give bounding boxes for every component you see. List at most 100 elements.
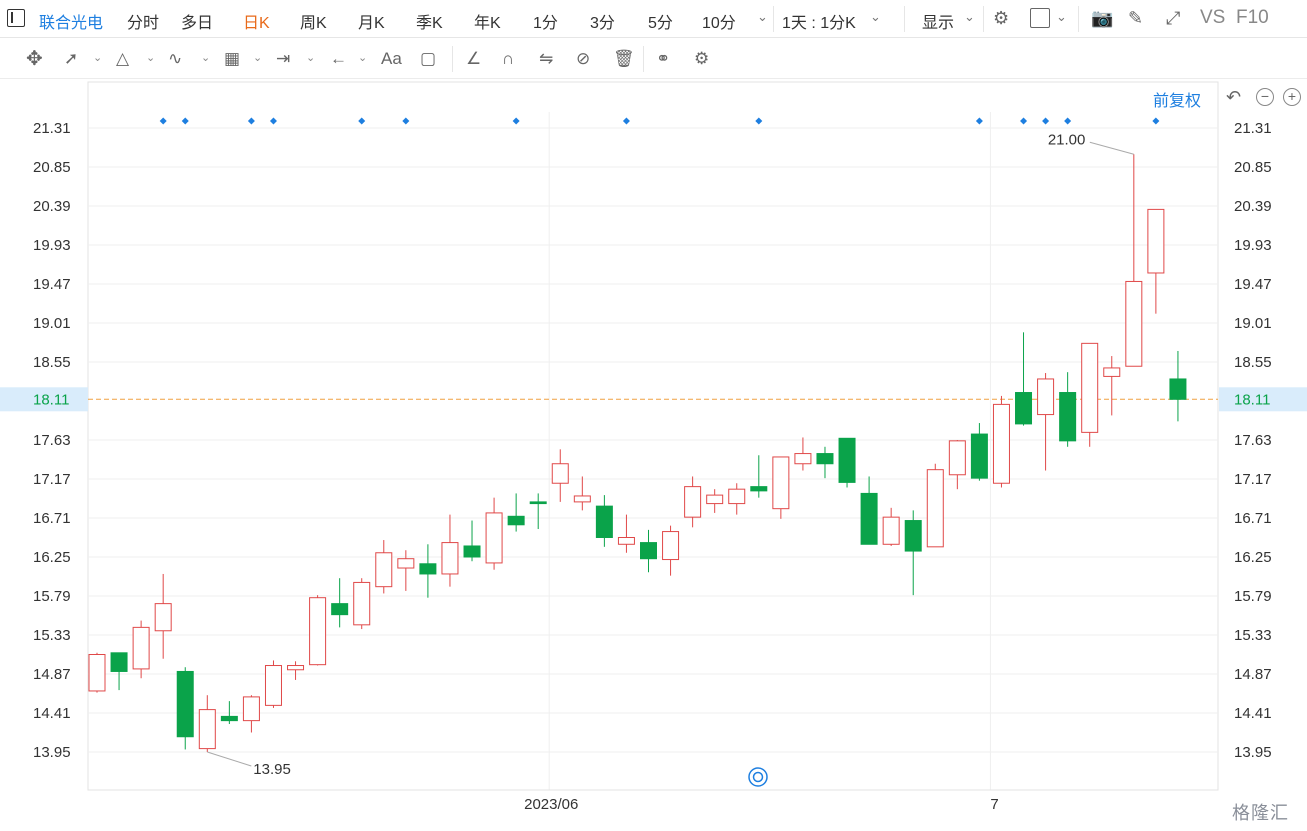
event-marker xyxy=(1020,117,1028,125)
candle-body-down xyxy=(463,545,481,558)
stock-name[interactable]: 联合光电 xyxy=(39,15,104,32)
text-annotation-icon[interactable]: Aa xyxy=(381,49,402,68)
y-tick-label-left: 15.79 xyxy=(33,588,71,605)
display-menu[interactable]: 显示 xyxy=(922,15,955,32)
line-chevron-icon[interactable]: ⌄ xyxy=(93,52,103,64)
undo-icon[interactable]: ↶ xyxy=(1226,87,1242,107)
quick-search-icon xyxy=(748,767,768,787)
settings-gear-icon[interactable]: ⚙ xyxy=(993,8,1010,28)
divider xyxy=(983,6,984,32)
y-tick-label-right: 21.31 xyxy=(1234,120,1272,137)
period-intraday[interactable]: 分时 xyxy=(127,15,160,32)
candlestick-chart[interactable]: 21.31 21.31 20.85 20.85 20.39 20.39 19.93 19.93… xyxy=(0,80,1307,831)
event-marker xyxy=(358,117,366,125)
measure-range-icon[interactable]: ⇥ xyxy=(276,49,291,68)
y-tick-label-left: 18.55 xyxy=(33,354,71,371)
candle-body-up xyxy=(926,469,944,548)
measure-chevron-icon[interactable]: ⌄ xyxy=(306,52,316,64)
period-daily-k[interactable]: 日K xyxy=(243,15,270,32)
event-marker xyxy=(269,117,277,125)
candle-body-down xyxy=(640,542,657,560)
periods-more-chevron-icon[interactable]: ⌄ xyxy=(757,9,768,24)
y-tick-label-left: 17.63 xyxy=(33,432,71,449)
candle-body-down xyxy=(419,563,437,575)
period-1min[interactable]: 1分 xyxy=(533,15,558,32)
overlay-compare-icon[interactable]: ⚭ xyxy=(656,49,671,68)
event-marker xyxy=(1064,117,1072,125)
y-tick-label-left: 17.17 xyxy=(33,471,71,488)
fullscreen-icon[interactable]: ⤢ xyxy=(1166,8,1181,28)
fibonacci-grid-icon[interactable]: ▦ xyxy=(224,49,241,68)
period-weekly-k[interactable]: 周K xyxy=(300,15,327,32)
delete-trash-icon[interactable]: 🗑 xyxy=(613,49,635,68)
toolbar-settings-gear-icon[interactable]: ⚙ xyxy=(694,49,710,68)
price-adjust-toggle[interactable]: 前复权 xyxy=(1153,93,1202,110)
y-tick-label-right: 17.17 xyxy=(1234,471,1272,488)
polyline-chevron-icon[interactable]: ⌄ xyxy=(146,52,156,64)
divider xyxy=(643,46,644,72)
hide-drawings-icon[interactable]: ⊘ xyxy=(576,49,591,68)
move-crosshair-icon[interactable]: ✥ xyxy=(26,48,43,70)
sidebar-toggle-icon[interactable] xyxy=(7,9,25,27)
interval-chevron-icon[interactable]: ⌄ xyxy=(870,9,881,24)
event-marker xyxy=(512,117,520,125)
wave-pattern-icon[interactable]: ∿ xyxy=(168,49,183,68)
divider xyxy=(1078,6,1079,32)
sync-drawings-icon[interactable]: ⇋ xyxy=(539,49,554,68)
y-tick-label-right: 19.93 xyxy=(1234,237,1272,254)
period-3min[interactable]: 3分 xyxy=(590,15,615,32)
current-price-tag-left xyxy=(0,387,88,412)
y-tick-label-right: 15.33 xyxy=(1234,627,1272,644)
zoom-in-icon[interactable]: + xyxy=(1283,88,1301,106)
period-yearly-k[interactable]: 年K xyxy=(474,15,501,32)
period-10min[interactable]: 10分 xyxy=(702,15,736,32)
candle-body-up xyxy=(132,626,150,670)
candle-body-up xyxy=(198,709,216,750)
y-tick-label-left: 21.31 xyxy=(33,120,71,137)
pencil-icon[interactable]: ✎ xyxy=(1128,8,1144,28)
y-tick-label-right: 14.87 xyxy=(1234,666,1272,683)
interval-select[interactable]: 1天 : 1分K xyxy=(782,15,856,32)
candle-body-down xyxy=(904,520,922,552)
quick-search-icon-inner xyxy=(752,771,764,783)
arrow-left-icon[interactable]: ← xyxy=(330,49,347,68)
polyline-icon[interactable]: △ xyxy=(116,49,130,68)
layout-box-icon[interactable] xyxy=(1030,8,1050,28)
y-tick-label-right: 20.85 xyxy=(1234,159,1272,176)
y-tick-label-left: 16.71 xyxy=(33,510,71,527)
comment-bubble-icon[interactable]: ▢ xyxy=(420,49,437,68)
period-5min[interactable]: 5分 xyxy=(648,15,673,32)
vs-compare-button[interactable]: VS xyxy=(1200,7,1226,28)
zoom-out-icon[interactable]: − xyxy=(1256,88,1274,106)
divider xyxy=(452,46,453,72)
y-tick-label-right: 14.41 xyxy=(1234,705,1272,722)
high-annotation-label: 21.00 xyxy=(1048,131,1086,148)
event-marker xyxy=(402,117,410,125)
current-price-tag-right xyxy=(1219,387,1307,412)
period-quarterly-k[interactable]: 季K xyxy=(416,15,443,32)
candle-body-down xyxy=(860,492,878,545)
magnet-icon[interactable]: ∩ xyxy=(502,49,515,68)
candle-body-down xyxy=(176,670,194,738)
layout-chevron-icon[interactable]: ⌄ xyxy=(1056,9,1067,24)
candle-body-down xyxy=(220,715,238,722)
candle-body-up xyxy=(684,486,702,518)
wave-chevron-icon[interactable]: ⌄ xyxy=(201,52,211,64)
event-marker xyxy=(159,117,167,125)
candle-body-up xyxy=(88,654,106,692)
period-multiday[interactable]: 多日 xyxy=(181,15,214,32)
fibonacci-chevron-icon[interactable]: ⌄ xyxy=(253,52,263,64)
candle-body-down xyxy=(816,453,834,465)
line-segment-icon[interactable]: ➚ xyxy=(64,49,79,68)
arrow-chevron-icon[interactable]: ⌄ xyxy=(358,52,368,64)
angle-ruler-icon[interactable]: ∠ xyxy=(466,49,482,68)
y-tick-label-right: 19.47 xyxy=(1234,276,1272,293)
display-chevron-icon[interactable]: ⌄ xyxy=(964,9,975,24)
plot-frame xyxy=(87,81,1219,791)
f10-button[interactable]: F10 xyxy=(1236,7,1269,28)
candle-body-down xyxy=(331,603,349,616)
period-monthly-k[interactable]: 月K xyxy=(358,15,385,32)
camera-icon[interactable]: 📷 xyxy=(1091,8,1114,28)
candle-body-down xyxy=(750,486,768,492)
y-tick-label-left: 14.87 xyxy=(33,666,71,683)
